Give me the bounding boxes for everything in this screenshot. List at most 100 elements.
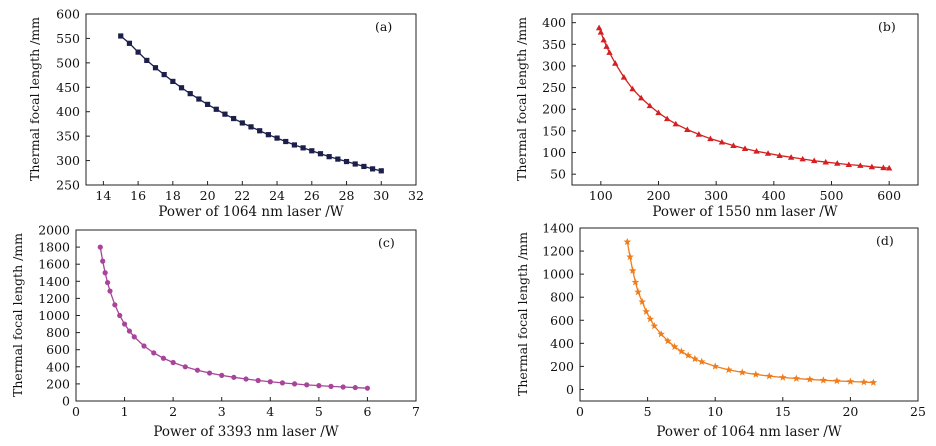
- panel-c-xticks: 0 1 2 3 4 5 6 7: [72, 397, 420, 419]
- data-point: [309, 148, 315, 154]
- panel-a-series: [118, 33, 384, 174]
- data-point: [126, 40, 133, 46]
- data-point: [135, 49, 141, 55]
- data-point: [600, 36, 607, 43]
- y-tick-label: 300: [56, 153, 80, 168]
- data-point: [243, 376, 249, 382]
- x-tick-label: 1: [121, 404, 129, 419]
- data-point: [765, 372, 774, 380]
- data-point: [730, 142, 737, 149]
- panel-b-series: [595, 24, 893, 171]
- y-tick-label: 400: [56, 104, 80, 119]
- data-point: [196, 96, 202, 102]
- data-point: [612, 60, 619, 66]
- data-point: [364, 385, 371, 391]
- x-tick-label: 300: [704, 188, 728, 203]
- data-point: [328, 383, 334, 389]
- y-tick-label: 1000: [38, 308, 70, 323]
- data-point: [822, 158, 829, 165]
- data-point: [121, 321, 128, 327]
- panel-b: 100 200 300 400 500 600 50 100 150 200 250 300 350 4…: [514, 13, 919, 220]
- data-point: [779, 373, 787, 381]
- x-tick-label: 5: [315, 404, 323, 419]
- data-point: [182, 364, 188, 370]
- data-point: [255, 377, 261, 384]
- y-tick-label: 400: [542, 15, 566, 30]
- x-tick-label: 25: [910, 404, 926, 419]
- data-point: [707, 135, 714, 142]
- data-point: [219, 372, 225, 378]
- x-tick-label: 14: [95, 188, 111, 203]
- data-point: [620, 74, 628, 80]
- data-point: [684, 351, 692, 359]
- x-tick-label: 3: [218, 404, 226, 419]
- series-line: [120, 35, 382, 172]
- x-tick-label: 5: [644, 404, 652, 419]
- data-point: [279, 380, 286, 386]
- data-point: [131, 334, 137, 340]
- data-point: [187, 91, 193, 97]
- x-tick-label: 200: [647, 188, 671, 203]
- data-point: [204, 101, 211, 107]
- data-point: [819, 376, 828, 384]
- panel-d-xlabel: Power of 1064 nm laser /W: [656, 424, 841, 440]
- y-tick-label: 200: [550, 359, 574, 374]
- y-tick-label: 150: [542, 123, 566, 138]
- data-point: [634, 288, 642, 296]
- data-point: [776, 152, 783, 158]
- data-point: [860, 378, 868, 386]
- x-tick-label: 22: [234, 188, 250, 203]
- series-line: [99, 246, 368, 389]
- panel-a-frame: [85, 13, 417, 186]
- panel-b-ylabel: Thermal focal length /mm: [514, 17, 529, 181]
- x-tick-label: 24: [269, 188, 285, 203]
- x-tick-label: 28: [339, 188, 355, 203]
- x-tick-label: 100: [589, 188, 613, 203]
- y-tick-label: 1400: [542, 221, 574, 236]
- y-tick-label: 450: [56, 80, 80, 95]
- x-tick-label: 26: [304, 188, 320, 203]
- y-tick-label: 500: [56, 55, 80, 70]
- data-point: [628, 266, 637, 274]
- x-tick-label: 15: [775, 404, 791, 419]
- data-point: [885, 164, 893, 171]
- x-tick-label: 20: [842, 404, 858, 419]
- data-point: [787, 154, 795, 160]
- data-point: [222, 111, 228, 117]
- data-point: [300, 145, 306, 151]
- data-point: [868, 163, 876, 170]
- data-point: [603, 43, 610, 49]
- data-point: [718, 138, 726, 145]
- y-tick-label: 600: [56, 7, 80, 22]
- data-point: [697, 357, 706, 366]
- series-line: [626, 241, 874, 384]
- x-tick-label: 6: [363, 404, 371, 419]
- data-point: [677, 347, 686, 355]
- panel-d-yticks: 0 200 400 600 800 1000 1200 1400: [542, 221, 584, 397]
- y-tick-label: 2000: [38, 223, 70, 238]
- data-point: [646, 315, 655, 323]
- data-point: [711, 362, 719, 370]
- data-point: [161, 71, 167, 78]
- data-point: [316, 383, 322, 389]
- y-tick-label: 250: [542, 80, 566, 95]
- y-tick-label: 1600: [38, 257, 70, 272]
- data-point: [655, 109, 662, 116]
- data-point: [631, 278, 640, 286]
- panel-c-frame: [75, 229, 417, 402]
- panel-c-series: [97, 244, 371, 391]
- y-tick-label: 1400: [38, 274, 70, 289]
- panel-d-frame: [579, 227, 919, 402]
- x-tick-label: 600: [877, 188, 901, 203]
- y-tick-label: 600: [46, 342, 70, 357]
- data-point: [738, 368, 747, 376]
- data-point: [160, 355, 167, 361]
- panel-a: 14 16 18 20 22 24 26 28 30 32 250 300 350 400 450 500 5…: [27, 7, 424, 221]
- data-point: [642, 307, 651, 315]
- data-point: [646, 102, 654, 109]
- data-point: [343, 158, 350, 165]
- data-point: [267, 379, 273, 385]
- data-point: [764, 150, 772, 156]
- y-tick-label: 200: [542, 102, 566, 117]
